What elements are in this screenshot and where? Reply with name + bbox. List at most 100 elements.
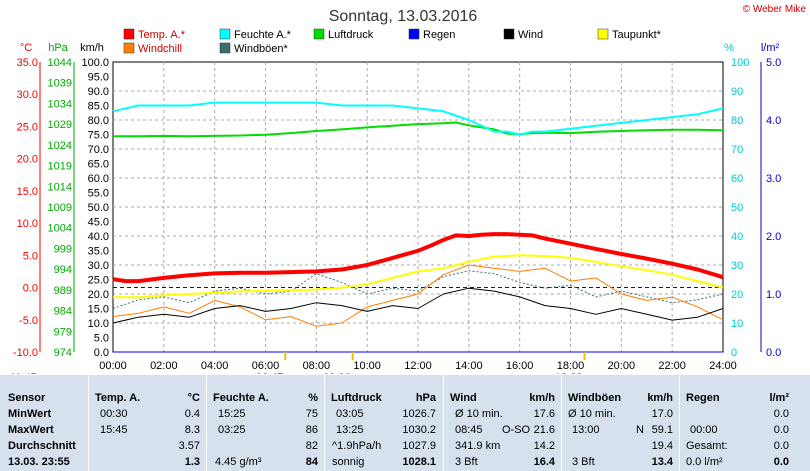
press-max-time: 13:25 bbox=[336, 424, 364, 436]
temp-axis-tick: 20.0 bbox=[17, 154, 38, 166]
hum-unit: % bbox=[308, 392, 318, 404]
wind-r3a: 341.9 km bbox=[455, 440, 501, 452]
gust-r2m: N bbox=[636, 424, 644, 436]
x-tick: 02:00 bbox=[150, 360, 178, 372]
pressure-unit-label: hPa bbox=[48, 42, 68, 54]
wind-unit: km/h bbox=[529, 392, 555, 404]
humidity-axis-tick: 20 bbox=[731, 289, 743, 301]
humidity-axis-tick: 60 bbox=[731, 173, 743, 185]
hum-max: 86 bbox=[305, 424, 318, 436]
x-tick: 08:00 bbox=[303, 360, 331, 372]
wind-r2b: 21.6 bbox=[533, 424, 555, 436]
rain-r3b: 0.0 bbox=[773, 440, 789, 452]
x-tick: 12:00 bbox=[404, 360, 432, 372]
hum-current: 84 bbox=[305, 456, 318, 468]
legend-swatch-temp bbox=[123, 28, 135, 40]
pressure-axis-tick: 1029 bbox=[48, 119, 72, 131]
wind-axis-tick: 60.0 bbox=[88, 173, 109, 185]
legend-label-windchill: Windchill bbox=[138, 43, 182, 55]
wind-r4b: 16.4 bbox=[533, 456, 555, 468]
rain-axis-tick: 0.0 bbox=[766, 347, 781, 359]
wind-axis-tick: 45.0 bbox=[88, 217, 109, 229]
wind-head: Wind bbox=[450, 392, 477, 404]
legend-swatch-windchill bbox=[123, 42, 135, 54]
temp-current: 1.3 bbox=[184, 456, 200, 468]
legend-label-dewpoint: Taupunkt* bbox=[612, 29, 662, 41]
wind-axis-tick: 80.0 bbox=[88, 115, 109, 127]
x-tick: 10:00 bbox=[353, 360, 381, 372]
wind-r4a: 3 Bft bbox=[455, 456, 478, 468]
humidity-axis-tick: 40 bbox=[731, 231, 743, 243]
wind-r2m: O-SO bbox=[502, 424, 531, 436]
rain-axis-tick: 3.0 bbox=[766, 173, 781, 185]
legend-swatch-gust bbox=[219, 42, 231, 54]
pressure-axis-tick: 999 bbox=[54, 243, 72, 255]
legend-swatch-humidity bbox=[219, 28, 231, 40]
wind-axis-tick: 70.0 bbox=[88, 144, 109, 156]
wind-axis-tick: 0.0 bbox=[94, 347, 109, 359]
temp-max-time: 15:45 bbox=[100, 424, 128, 436]
row-label-avg: Durchschnitt bbox=[8, 440, 76, 452]
wind-axis-tick: 65.0 bbox=[88, 159, 109, 171]
gust-r1b: 17.0 bbox=[651, 408, 673, 420]
x-tick: 06:00 bbox=[252, 360, 280, 372]
rain-r2a: 00:00 bbox=[690, 424, 718, 436]
temp-axis-tick: 35.0 bbox=[17, 57, 38, 69]
sunrise-time: 06:47 bbox=[256, 372, 284, 374]
series-windchill bbox=[112, 264, 724, 327]
hum-max-time: 03:25 bbox=[218, 424, 246, 436]
wind-axis-tick: 95.0 bbox=[88, 72, 109, 84]
temp-axis-tick: 30.0 bbox=[17, 89, 38, 101]
wind-axis-tick: 35.0 bbox=[88, 246, 109, 258]
legend-swatch-rain bbox=[408, 28, 420, 40]
rain-r1b: 0.0 bbox=[773, 408, 789, 420]
series-temp bbox=[112, 232, 724, 284]
wind-axis-tick: 85.0 bbox=[88, 101, 109, 113]
legend-swatch-pressure bbox=[313, 28, 325, 40]
legend-label-gust: Windböen* bbox=[234, 43, 289, 55]
sun-markers: 06:47 09:26 18:33 11:45 bbox=[10, 352, 586, 374]
x-tick: 04:00 bbox=[201, 360, 229, 372]
press-current: 1028.1 bbox=[402, 456, 436, 468]
x-tick: 22:00 bbox=[658, 360, 686, 372]
humidity-axis-tick: 90 bbox=[731, 86, 743, 98]
gust-r4b: 13.4 bbox=[651, 456, 673, 468]
left-time: 11:45 bbox=[10, 372, 37, 374]
wind-axis-tick: 15.0 bbox=[88, 304, 109, 316]
wind-r1a: Ø 10 min. bbox=[455, 408, 503, 420]
humidity-axis-tick: 10 bbox=[731, 318, 743, 330]
pressure-axis-tick: 1039 bbox=[48, 78, 72, 90]
pressure-axis-tick: 1034 bbox=[48, 98, 72, 110]
humidity-axis-tick: 80 bbox=[731, 115, 743, 127]
wind-r2a: 08:45 bbox=[455, 424, 483, 436]
rain-head: Regen bbox=[686, 392, 720, 404]
pressure-axis-tick: 994 bbox=[54, 264, 72, 276]
humidity-axis-tick: 50 bbox=[731, 202, 743, 214]
temp-unit: °C bbox=[187, 392, 200, 404]
press-min-time: 03:05 bbox=[336, 408, 364, 420]
wind-unit-label: km/h bbox=[80, 42, 104, 54]
pressure-axis-tick: 974 bbox=[54, 347, 72, 359]
row-label-sensor: Sensor bbox=[8, 392, 46, 404]
chart-legend: Temp. A.* Feuchte A.* Luftdruck Regen Wind Ta… bbox=[123, 28, 662, 55]
temp-axis-tick: 5.0 bbox=[23, 250, 38, 262]
hum-abs: 4.45 g/m³ bbox=[215, 456, 262, 468]
pressure-axis-tick: 984 bbox=[54, 306, 72, 318]
wind-axis-tick: 40.0 bbox=[88, 231, 109, 243]
press-unit: hPa bbox=[415, 392, 436, 404]
hum-head: Feuchte A. bbox=[213, 392, 269, 404]
pressure-axis-tick: 1019 bbox=[48, 161, 72, 173]
temp-unit-label: °C bbox=[20, 42, 32, 54]
sunset-time: 18:33 bbox=[555, 372, 583, 374]
temp-min: 0.4 bbox=[184, 408, 200, 420]
rain-r4b: 0.0 bbox=[773, 456, 789, 468]
moon-time: 09:26 bbox=[323, 372, 351, 374]
rain-unit: l/m² bbox=[769, 392, 789, 404]
series-pressure bbox=[113, 121, 724, 138]
gust-r1a: Ø 10 min. bbox=[568, 408, 616, 420]
gust-r4a: 3 Bft bbox=[572, 456, 595, 468]
wind-axis-tick: 100.0 bbox=[81, 57, 109, 69]
humidity-axis-tick: 70 bbox=[731, 144, 743, 156]
pressure-axis-tick: 1004 bbox=[48, 223, 72, 235]
temp-axis-tick: 0.0 bbox=[23, 283, 38, 295]
